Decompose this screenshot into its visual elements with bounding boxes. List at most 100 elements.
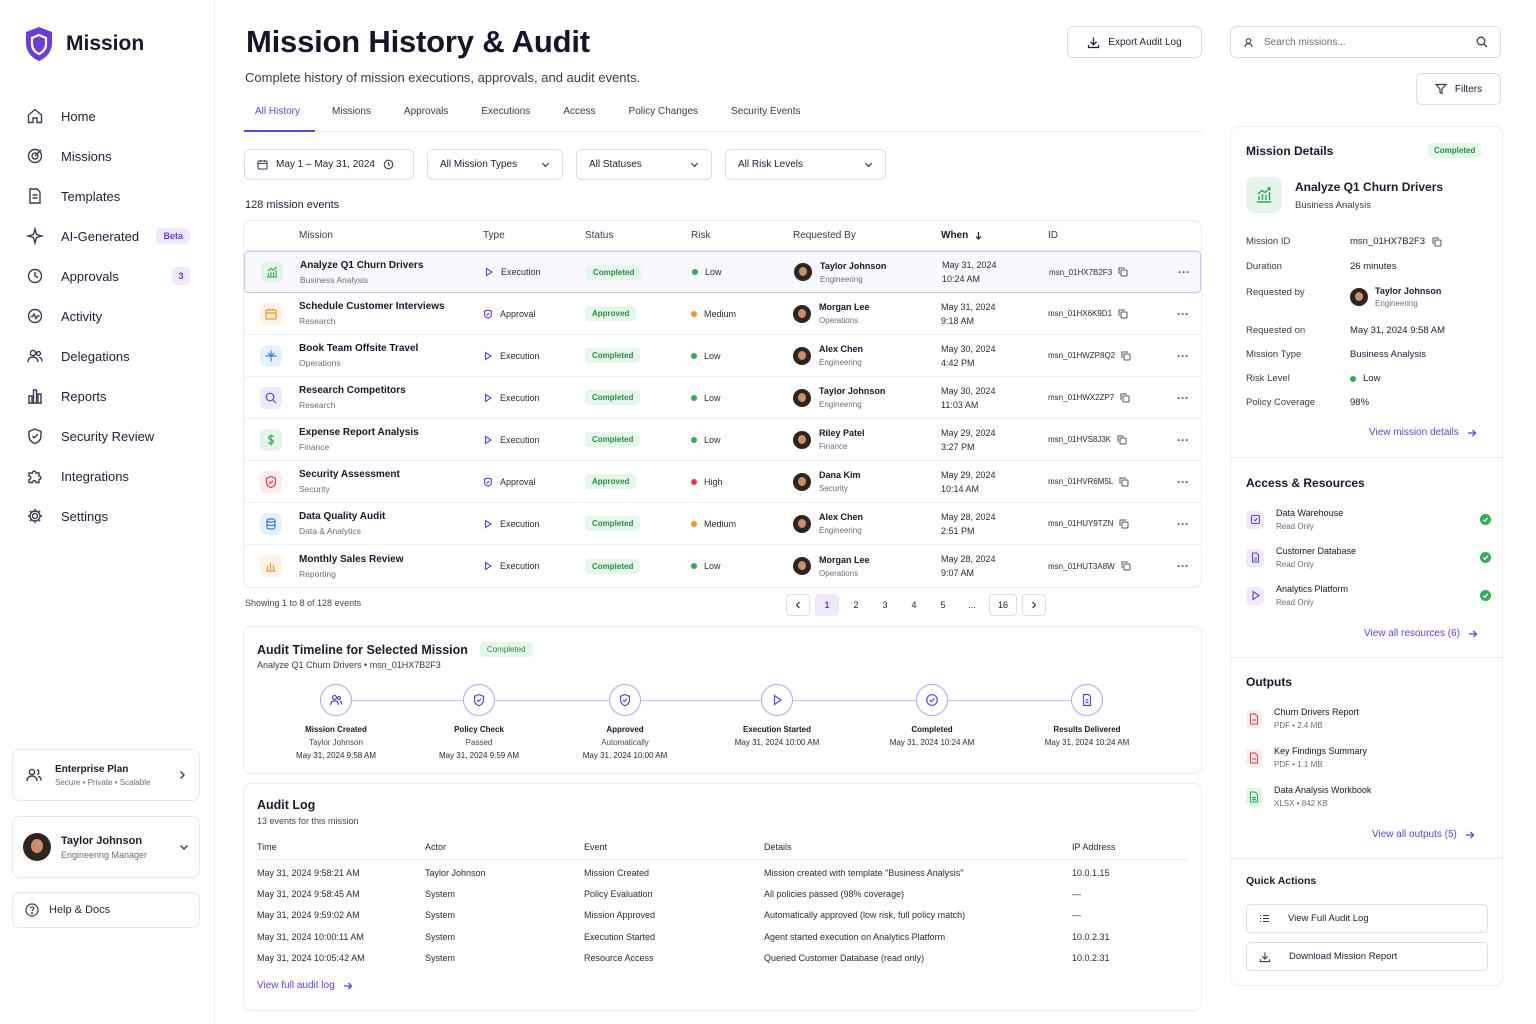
- mission-name[interactable]: Research Competitors: [299, 385, 406, 396]
- view-full-audit-log-button[interactable]: View Full Audit Log: [1246, 904, 1488, 933]
- more-options-icon[interactable]: ···: [1177, 474, 1189, 489]
- filters-button[interactable]: Filters: [1416, 73, 1501, 105]
- col-risk[interactable]: Risk: [691, 230, 711, 241]
- tab-security-events[interactable]: Security Events: [731, 106, 801, 117]
- mission-name[interactable]: Schedule Customer Interviews: [299, 301, 445, 312]
- copy-icon[interactable]: [1117, 435, 1127, 445]
- copy-icon[interactable]: [1121, 351, 1131, 361]
- risk-level-select[interactable]: All Risk Levels: [725, 149, 886, 180]
- prev-page-button[interactable]: [786, 594, 810, 616]
- timeline-step[interactable]: Approved Automatically May 31, 2024 10:0…: [555, 684, 695, 760]
- download-mission-report-button[interactable]: Download Mission Report: [1246, 942, 1488, 971]
- resource-item[interactable]: Customer Database Read Only: [1246, 546, 1491, 569]
- sidebar-item-label: Home: [61, 108, 96, 124]
- page-button[interactable]: 5: [940, 600, 946, 610]
- table-row[interactable]: Expense Report Analysis Finance Execution C…: [244, 419, 1201, 461]
- table-row[interactable]: Monthly Sales Review Reporting Execution Co…: [244, 545, 1201, 587]
- sidebar-item-settings[interactable]: Settings: [16, 496, 200, 536]
- export-audit-log-button[interactable]: Export Audit Log: [1067, 26, 1202, 58]
- tab-missions[interactable]: Missions: [332, 106, 371, 117]
- col-mission[interactable]: Mission: [299, 230, 333, 241]
- copy-icon[interactable]: [1120, 393, 1130, 403]
- timeline-step[interactable]: Results Delivered May 31, 2024 10:24 AM: [1017, 684, 1157, 747]
- col-type[interactable]: Type: [483, 230, 505, 241]
- more-options-icon[interactable]: ···: [1177, 306, 1189, 321]
- mission-name[interactable]: Security Assessment: [299, 469, 400, 480]
- sidebar-item-delegations[interactable]: Delegations: [16, 336, 200, 376]
- mission-name[interactable]: Book Team Offsite Travel: [299, 343, 419, 354]
- view-all-outputs-link[interactable]: View all outputs (5): [1372, 829, 1475, 840]
- more-options-icon[interactable]: ···: [1177, 559, 1189, 573]
- search-input[interactable]: Search missions...: [1230, 26, 1501, 58]
- output-item[interactable]: Key Findings Summary PDF • 1.1 MB: [1246, 746, 1491, 769]
- output-item[interactable]: Data Analysis Workbook XLSX • 842 KB: [1246, 785, 1491, 808]
- copy-icon[interactable]: [1432, 237, 1442, 247]
- tab-access[interactable]: Access: [563, 106, 596, 117]
- search-icon[interactable]: [1476, 36, 1488, 48]
- view-mission-details-link[interactable]: View mission details: [1369, 427, 1477, 438]
- tab-policy-changes[interactable]: Policy Changes: [628, 106, 699, 117]
- resource-item[interactable]: Analytics Platform Read Only: [1246, 584, 1491, 607]
- col-requested-by[interactable]: Requested By: [793, 230, 856, 241]
- more-options-icon[interactable]: ···: [1177, 348, 1189, 363]
- mission-name[interactable]: Analyze Q1 Churn Drivers: [300, 259, 424, 271]
- mission-name[interactable]: Data Quality Audit: [299, 511, 386, 522]
- help-docs-link[interactable]: Help & Docs: [12, 892, 200, 928]
- col-id[interactable]: ID: [1048, 230, 1058, 241]
- output-item[interactable]: Churn Drivers Report PDF • 2.4 MB: [1246, 707, 1491, 730]
- mission-name[interactable]: Expense Report Analysis: [299, 427, 419, 438]
- copy-icon[interactable]: [1119, 519, 1129, 529]
- timeline-step[interactable]: Completed May 31, 2024 10:24 AM: [862, 684, 1002, 747]
- sidebar-item-reports[interactable]: Reports: [16, 376, 200, 416]
- view-full-audit-log-link[interactable]: View full audit log: [257, 980, 353, 991]
- tab-approvals[interactable]: Approvals: [403, 106, 449, 117]
- copy-icon[interactable]: [1118, 309, 1128, 319]
- col-status[interactable]: Status: [585, 230, 614, 241]
- page-button[interactable]: 3: [882, 600, 888, 610]
- tab-executions[interactable]: Executions: [481, 106, 531, 117]
- table-row[interactable]: Research Competitors Research Execution Com…: [244, 377, 1201, 419]
- table-row[interactable]: Security Assessment Security Approval Appro…: [244, 461, 1201, 503]
- brand[interactable]: Mission: [24, 26, 144, 62]
- sidebar-item-home[interactable]: Home: [16, 96, 200, 136]
- resource-item[interactable]: Data Warehouse Read Only: [1246, 508, 1491, 531]
- requester-dept: Engineering: [819, 526, 862, 535]
- view-all-resources-link[interactable]: View all resources (6): [1364, 628, 1478, 639]
- copy-icon[interactable]: [1121, 561, 1131, 571]
- sidebar-item-activity[interactable]: Activity: [16, 296, 200, 336]
- page-button[interactable]: 1: [815, 594, 839, 616]
- mission-category: Data & Analytics: [299, 526, 361, 536]
- sidebar-item-integrations[interactable]: Integrations: [16, 456, 200, 496]
- timeline-step[interactable]: Execution Started May 31, 2024 10:00 AM: [707, 684, 847, 747]
- page-button[interactable]: 2: [853, 600, 859, 610]
- more-options-icon[interactable]: ···: [1178, 265, 1190, 279]
- sidebar-item-security-review[interactable]: Security Review: [16, 416, 200, 456]
- timeline-step[interactable]: Mission Created Taylor Johnson May 31, 2…: [266, 684, 406, 760]
- sidebar-item-templates[interactable]: Templates: [16, 176, 200, 216]
- tab-all-history[interactable]: All History: [244, 100, 316, 132]
- more-options-icon[interactable]: ···: [1177, 390, 1189, 405]
- enterprise-plan-card[interactable]: Enterprise Plan Secure • Private • Scala…: [12, 749, 200, 801]
- mission-type-select[interactable]: All Mission Types: [427, 149, 563, 180]
- sidebar-item-ai-generated[interactable]: AI-Generated Beta: [16, 216, 200, 256]
- mission-name[interactable]: Monthly Sales Review: [299, 553, 404, 565]
- more-options-icon[interactable]: ···: [1177, 432, 1189, 447]
- page-button[interactable]: 16: [989, 594, 1017, 616]
- sidebar-item-missions[interactable]: Missions: [16, 136, 200, 176]
- timeline-step[interactable]: Policy Check Passed May 31, 2024 9:59 AM: [409, 684, 549, 760]
- table-row[interactable]: Analyze Q1 Churn Drivers Business Analysi…: [244, 251, 1201, 293]
- status-select[interactable]: All Statuses: [576, 149, 712, 180]
- copy-icon[interactable]: [1119, 477, 1129, 487]
- page-button[interactable]: 4: [911, 600, 917, 610]
- table-row[interactable]: Schedule Customer Interviews Research Appr…: [244, 293, 1201, 335]
- col-when[interactable]: When: [941, 230, 1048, 241]
- table-row[interactable]: Book Team Offsite Travel Operations Execut…: [244, 335, 1201, 377]
- next-page-button[interactable]: [1022, 594, 1046, 616]
- more-options-icon[interactable]: ···: [1177, 516, 1189, 531]
- date-range-picker[interactable]: May 1 – May 31, 2024: [244, 149, 414, 180]
- sidebar-item-approvals[interactable]: Approvals 3: [16, 256, 200, 296]
- copy-icon[interactable]: [1118, 267, 1128, 277]
- user-menu[interactable]: Taylor Johnson Engineering Manager: [12, 816, 200, 878]
- dollar-icon: [260, 428, 282, 451]
- table-row[interactable]: Data Quality Audit Data & Analytics Execut…: [244, 503, 1201, 545]
